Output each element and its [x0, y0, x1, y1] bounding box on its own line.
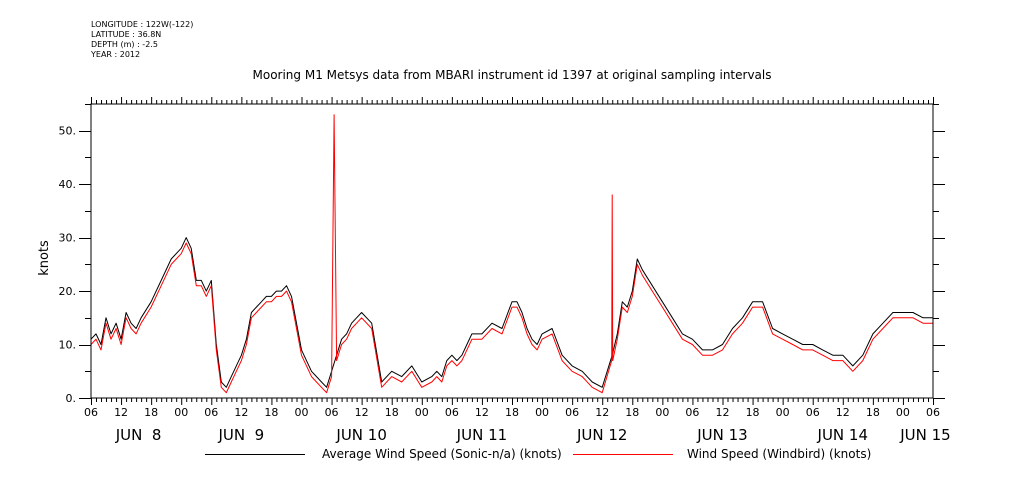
x-tick-label: 06 [685, 406, 699, 419]
legend-label-average-wind: Average Wind Speed (Sonic-n/a) (knots) [322, 447, 562, 461]
series-layer [90, 114, 933, 394]
x-tick-label: 06 [565, 406, 579, 419]
x-tick-label: 06 [926, 406, 940, 419]
x-tick-label: 00 [174, 406, 188, 419]
x-tick-label: 12 [836, 406, 850, 419]
x-tick-label: 00 [776, 406, 790, 419]
x-tick-label: 12 [475, 406, 489, 419]
axis-labels: 0. 10. 20. 30. 40. 50. 06 12 18 00 06 12 18 00 06 12 18 0… [59, 125, 951, 444]
x-tick-label: 12 [716, 406, 730, 419]
x-tick-label: 00 [535, 406, 549, 419]
plot-frame [90, 103, 934, 399]
x-tick-label: 06 [806, 406, 820, 419]
y-axis-title: knots [37, 240, 52, 276]
legend: Average Wind Speed (Sonic-n/a) (knots) W… [0, 446, 1009, 464]
y-tick-label: 30. [59, 232, 77, 245]
x-tick-label: 06 [84, 406, 98, 419]
y-tick-label: 10. [59, 339, 77, 352]
y-tick-label: 20. [59, 285, 77, 298]
x-tick-label: 12 [355, 406, 369, 419]
x-tick-label: 12 [595, 406, 609, 419]
x-tick-label: 18 [866, 406, 880, 419]
legend-label-windbird: Wind Speed (Windbird) (knots) [687, 447, 872, 461]
x-tick-label: 00 [295, 406, 309, 419]
legend-swatch-red [573, 454, 673, 455]
year-label: YEAR : 2012 [91, 50, 141, 59]
legend-swatch-black [205, 454, 305, 455]
y-tick-label: 40. [59, 178, 77, 191]
tick-marks [79, 97, 945, 405]
series-line-windbird [90, 114, 933, 394]
x-tick-label: 06 [325, 406, 339, 419]
x-day-label: JUN 15 [899, 426, 950, 444]
x-tick-label: 00 [655, 406, 669, 419]
metadata-block: LONGITUDE : 122W(-122) LATITUDE : 36.8N … [91, 20, 193, 60]
x-tick-label: 18 [625, 406, 639, 419]
y-tick-label: 0. [66, 392, 77, 405]
x-day-label: JUN 9 [218, 426, 265, 444]
x-tick-label: 18 [144, 406, 158, 419]
x-day-label: JUN 10 [335, 426, 386, 444]
x-tick-label: 18 [385, 406, 399, 419]
x-tick-label: 00 [896, 406, 910, 419]
longitude-label: LONGITUDE : 122W(-122) [91, 20, 194, 29]
x-tick-label: 06 [445, 406, 459, 419]
depth-label: DEPTH (m) : -2.5 [91, 40, 158, 49]
chart-title: Mooring M1 Metsys data from MBARI instru… [252, 68, 772, 82]
x-tick-label: 06 [204, 406, 218, 419]
y-tick-label: 50. [59, 125, 77, 138]
series-line-average-wind [90, 237, 933, 388]
x-tick-label: 00 [415, 406, 429, 419]
x-day-label: JUN 14 [817, 426, 868, 444]
x-day-label: JUN 13 [696, 426, 747, 444]
x-day-label: JUN 12 [576, 426, 627, 444]
x-day-label: JUN 11 [456, 426, 507, 444]
x-tick-label: 18 [746, 406, 760, 419]
latitude-label: LATITUDE : 36.8N [91, 30, 162, 39]
x-day-label: JUN 8 [115, 426, 162, 444]
x-tick-label: 12 [114, 406, 128, 419]
x-tick-label: 12 [234, 406, 248, 419]
x-tick-label: 18 [505, 406, 519, 419]
x-tick-label: 18 [264, 406, 278, 419]
